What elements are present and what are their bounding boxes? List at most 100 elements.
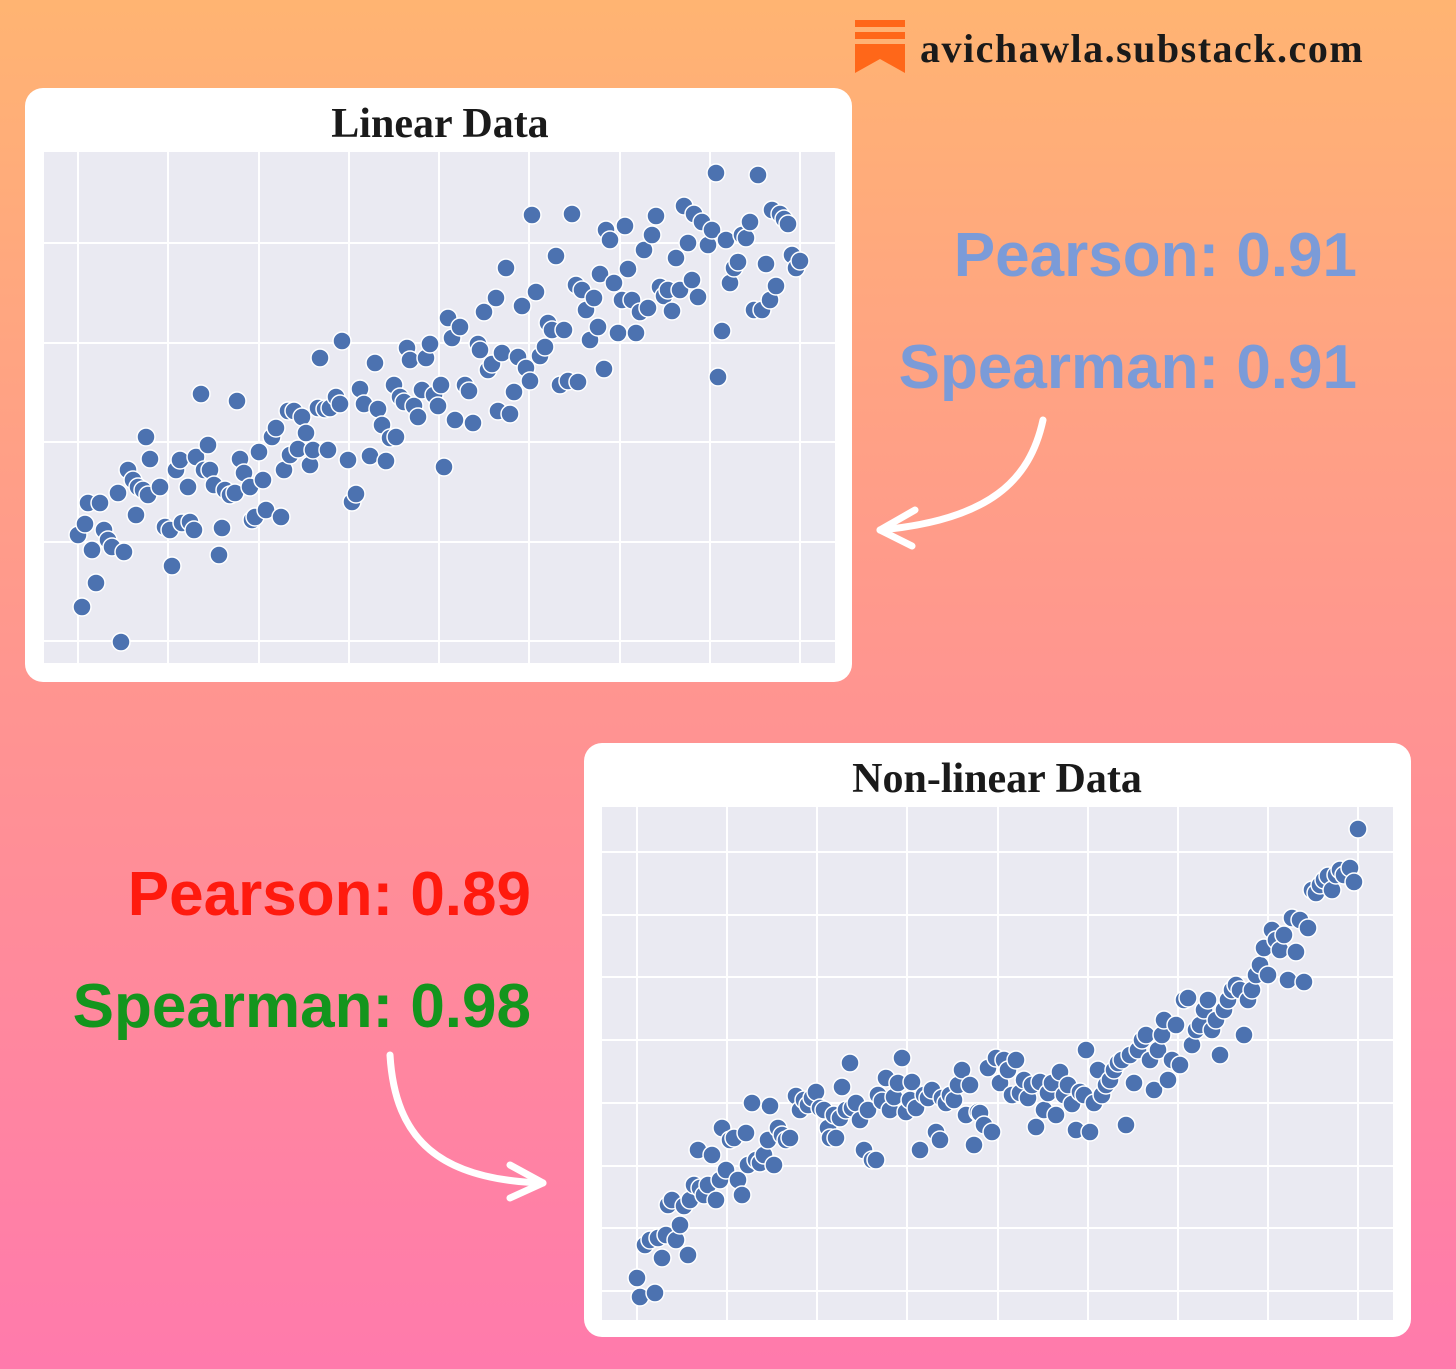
point bbox=[1348, 819, 1368, 839]
point bbox=[512, 296, 532, 316]
point bbox=[712, 321, 732, 341]
point bbox=[1080, 1122, 1100, 1142]
point bbox=[604, 273, 624, 293]
annotation: Pearson: 0.91 bbox=[954, 221, 1357, 290]
point bbox=[136, 427, 156, 447]
point bbox=[806, 1082, 826, 1102]
point bbox=[546, 246, 566, 266]
source: avichawla.substack.com bbox=[920, 26, 1364, 71]
point bbox=[678, 1245, 698, 1265]
point bbox=[790, 251, 810, 271]
point bbox=[330, 394, 350, 414]
point bbox=[368, 399, 388, 419]
point bbox=[1166, 1015, 1186, 1035]
point bbox=[568, 372, 588, 392]
point bbox=[626, 323, 646, 343]
point bbox=[470, 340, 490, 360]
point bbox=[645, 1283, 665, 1303]
point bbox=[140, 449, 160, 469]
point bbox=[1234, 1025, 1254, 1045]
point bbox=[1274, 925, 1294, 945]
point bbox=[504, 382, 524, 402]
point bbox=[652, 1248, 672, 1268]
point bbox=[86, 573, 106, 593]
arrow-head bbox=[506, 1161, 547, 1202]
point bbox=[964, 1135, 984, 1155]
point bbox=[678, 233, 698, 253]
point bbox=[1178, 988, 1198, 1008]
point bbox=[170, 450, 190, 470]
point bbox=[1278, 970, 1298, 990]
point bbox=[114, 542, 134, 562]
point bbox=[292, 407, 312, 427]
point bbox=[618, 259, 638, 279]
point bbox=[408, 407, 428, 427]
point bbox=[642, 225, 662, 245]
point bbox=[840, 1053, 860, 1073]
point bbox=[688, 287, 708, 307]
point bbox=[500, 404, 520, 424]
point bbox=[346, 484, 366, 504]
point bbox=[615, 216, 635, 236]
point bbox=[318, 440, 338, 460]
point bbox=[600, 230, 620, 250]
point bbox=[892, 1048, 912, 1068]
point bbox=[584, 288, 604, 308]
point bbox=[728, 252, 748, 272]
point bbox=[126, 505, 146, 525]
chart-title: Linear Data bbox=[331, 101, 548, 147]
point bbox=[198, 435, 218, 455]
point bbox=[646, 206, 666, 226]
point bbox=[253, 470, 273, 490]
point bbox=[526, 282, 546, 302]
chart-title: Non-linear Data bbox=[852, 756, 1142, 802]
point bbox=[522, 205, 542, 225]
point bbox=[1116, 1115, 1136, 1135]
point bbox=[227, 391, 247, 411]
point bbox=[400, 350, 420, 370]
point bbox=[108, 483, 128, 503]
point bbox=[486, 288, 506, 308]
arrow bbox=[386, 1051, 547, 1187]
point bbox=[1298, 918, 1318, 938]
point bbox=[1124, 1073, 1144, 1093]
point bbox=[1046, 1105, 1066, 1125]
point bbox=[212, 518, 232, 538]
point bbox=[1006, 1050, 1026, 1070]
point bbox=[162, 556, 182, 576]
point bbox=[748, 165, 768, 185]
point bbox=[826, 1128, 846, 1148]
point bbox=[742, 1093, 762, 1113]
point bbox=[386, 427, 406, 447]
point bbox=[706, 1190, 726, 1210]
point bbox=[554, 320, 574, 340]
point bbox=[338, 450, 358, 470]
point bbox=[1344, 872, 1364, 892]
point bbox=[736, 1123, 756, 1143]
point bbox=[670, 1215, 690, 1235]
annotation: Spearman: 0.98 bbox=[73, 972, 531, 1041]
point bbox=[365, 353, 385, 373]
point bbox=[360, 446, 380, 466]
point bbox=[1210, 1045, 1230, 1065]
point bbox=[766, 276, 786, 296]
point bbox=[445, 410, 465, 430]
point bbox=[72, 597, 92, 617]
point bbox=[666, 248, 686, 268]
point bbox=[1026, 1117, 1046, 1137]
point bbox=[463, 413, 483, 433]
point bbox=[638, 298, 658, 318]
point bbox=[428, 396, 448, 416]
point bbox=[434, 457, 454, 477]
arrow-head bbox=[876, 506, 919, 550]
point bbox=[459, 381, 479, 401]
point bbox=[588, 317, 608, 337]
point bbox=[982, 1122, 1002, 1142]
point bbox=[310, 348, 330, 368]
point bbox=[716, 230, 736, 250]
point bbox=[740, 212, 760, 232]
logo-icon bbox=[855, 20, 905, 73]
point bbox=[562, 204, 582, 224]
